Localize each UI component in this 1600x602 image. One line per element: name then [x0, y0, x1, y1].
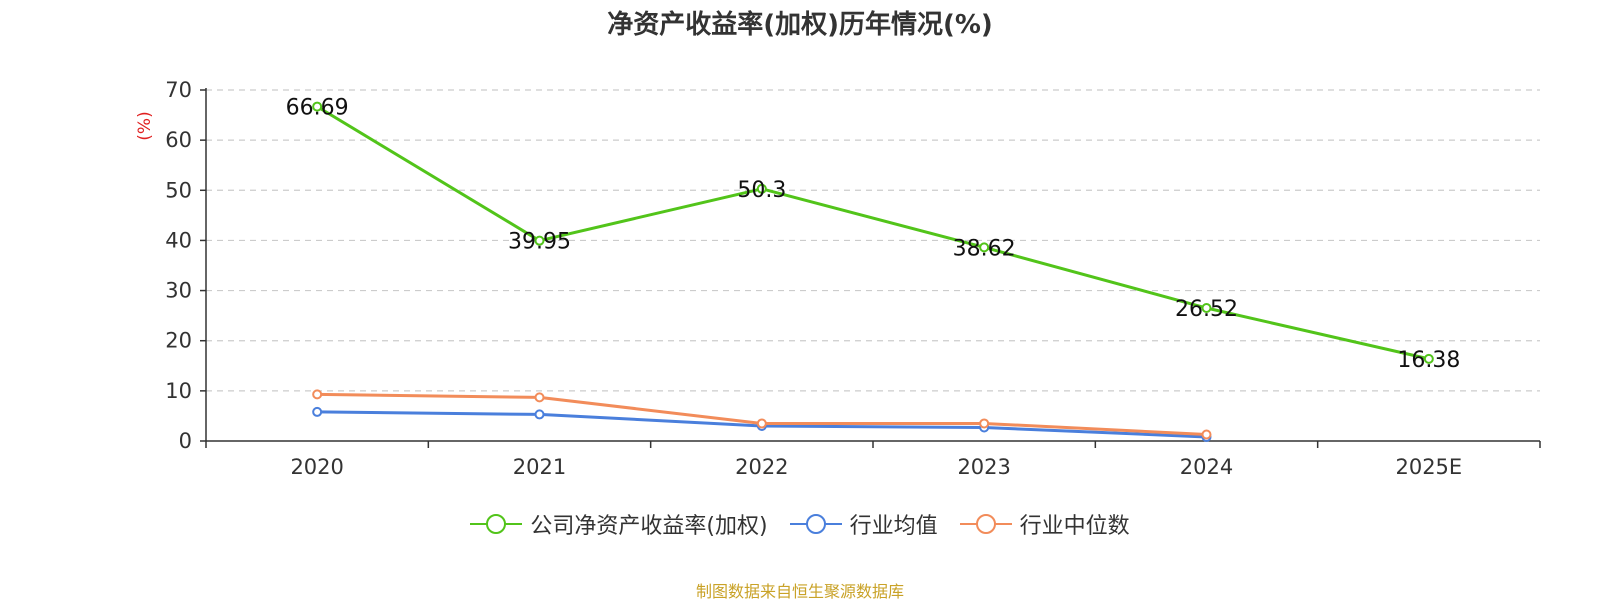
y-tick-label: 60	[165, 128, 192, 152]
y-tick-label: 20	[165, 329, 192, 353]
legend-industry-mean-label: 行业均值	[849, 514, 938, 539]
legend-company-swatch-icon	[470, 514, 523, 534]
x-tick-label: 2022	[735, 455, 788, 479]
data-point-0	[1423, 353, 1434, 364]
data-point-0	[312, 101, 323, 112]
data-point-0	[534, 235, 545, 246]
legend-industry-median-label: 行业中位数	[1019, 514, 1130, 539]
legend-industry-mean-swatch-icon	[789, 514, 842, 534]
legend-company-label: 公司净资产收益率(加权)	[530, 514, 768, 539]
x-tick-label: 2023	[957, 455, 1010, 479]
data-point-2	[979, 418, 990, 429]
data-label: 66.69	[286, 96, 349, 121]
legend-item-industry-median[interactable]: 行业中位数	[959, 508, 1130, 540]
y-tick-label: 40	[165, 228, 192, 252]
y-tick-label: 0	[179, 429, 192, 453]
data-label: 39.95	[508, 230, 571, 255]
data-point-0	[756, 183, 767, 194]
series-line-0	[316, 105, 1430, 361]
data-label: 16.38	[1397, 348, 1460, 373]
y-axis-label: (%)	[135, 111, 155, 140]
data-point-0	[1201, 303, 1212, 314]
legend-item-industry-mean[interactable]: 行业均值	[789, 508, 938, 540]
y-tick-label: 50	[165, 178, 192, 202]
data-label: 50.3	[737, 178, 786, 203]
y-tick-label: 10	[165, 379, 192, 403]
source-note: 制图数据来自恒生聚源数据库	[695, 582, 904, 601]
x-tick-label: 2025E	[1395, 455, 1462, 479]
data-point-0	[979, 242, 990, 253]
x-tick-label: 2020	[290, 455, 343, 479]
data-label: 38.62	[953, 236, 1016, 261]
x-tick-label: 2021	[513, 455, 566, 479]
data-label: 26.52	[1175, 297, 1238, 322]
legend-industry-median-swatch-icon	[959, 514, 1012, 534]
data-point-2	[312, 389, 323, 400]
legend: 公司净资产收益率(加权) 行业均值 行业中位数	[0, 508, 1600, 540]
data-point-1	[534, 409, 545, 420]
chart-title: 净资产收益率(加权)历年情况(%)	[607, 10, 993, 40]
y-tick-label: 70	[165, 78, 192, 102]
legend-item-company[interactable]: 公司净资产收益率(加权)	[470, 508, 768, 540]
data-point-2	[1201, 429, 1212, 440]
data-point-2	[756, 418, 767, 429]
x-tick-label: 2024	[1180, 455, 1233, 479]
data-point-1	[312, 406, 323, 417]
y-tick-label: 30	[165, 279, 192, 303]
data-point-2	[534, 392, 545, 403]
